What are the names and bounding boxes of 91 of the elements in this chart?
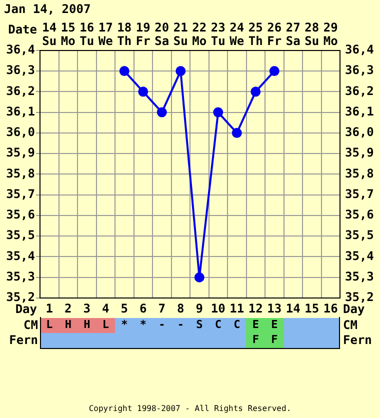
x-tick-label: 15 Mo	[60, 20, 76, 48]
x-tick-label: 26 Fr	[267, 20, 282, 48]
text: Copyright 1998-2007 - All Rights Reserved.	[88, 404, 292, 413]
x-tick-label: 16 Tu	[80, 20, 94, 48]
x2-tick-label: 3	[83, 301, 90, 316]
x2-tick-label: 8	[177, 301, 184, 316]
category-label: CM	[343, 318, 358, 332]
y-tick-label: 36,1	[6, 104, 35, 118]
y-tick-label: 36,4	[6, 42, 35, 57]
text: C	[234, 318, 240, 331]
x-axis-title: Date	[8, 22, 37, 37]
x2-tick-label: 5	[120, 301, 128, 316]
x2-axis-title: Day	[343, 302, 365, 316]
point	[250, 86, 261, 97]
x-tick-label: 23 Tu	[210, 20, 226, 48]
y2-tick-label: 36,1	[345, 104, 374, 118]
y-tick-label: 35,2	[6, 290, 35, 304]
y-tick-label: 35,8	[6, 166, 35, 180]
point	[156, 107, 167, 118]
y2-tick-label: 36,3	[345, 63, 374, 78]
y2-tick-label: 36,2	[345, 84, 374, 98]
y2-tick-label: 35,3	[345, 269, 374, 284]
text: F	[252, 333, 259, 346]
text: C	[214, 318, 222, 331]
x2-tick-label: 13	[267, 301, 282, 316]
x2-tick-label: 16	[323, 301, 338, 316]
x-tick-label: 21 Su	[173, 20, 188, 48]
y-tick-label: 35,9	[6, 146, 35, 160]
text: L	[102, 318, 109, 331]
point	[232, 128, 242, 138]
point	[138, 86, 148, 97]
text: H	[84, 318, 90, 331]
x-tick-label: 28 Su	[304, 20, 320, 48]
category-label: Fern	[343, 333, 372, 347]
x-tick-label: 29 Mo	[323, 20, 338, 48]
y-tick-label: 36,2	[6, 84, 35, 98]
text: -	[158, 318, 166, 331]
text: Day	[15, 302, 37, 316]
y-tick-label: 35,4	[6, 248, 35, 263]
y2-tick-label: 35,6	[345, 208, 374, 222]
x-tick-label: 27 Sa	[286, 20, 300, 48]
y-tick-label: 35,5	[6, 228, 35, 242]
text: F	[271, 333, 278, 346]
text: L	[46, 318, 53, 331]
x2-tick-label: 11	[230, 301, 244, 316]
x-tick-label: 24 We	[230, 20, 244, 48]
y-tick-label: 35,7	[6, 186, 35, 201]
category-label: CM	[24, 318, 38, 332]
y2-tick-label: 35,7	[345, 186, 374, 201]
text: *	[140, 318, 146, 331]
point	[119, 66, 130, 76]
y2-tick-label: 35,9	[345, 146, 374, 160]
x2-tick-label: 1	[46, 301, 53, 316]
text: *	[121, 318, 128, 331]
x2-tick-label: 14	[286, 301, 300, 316]
x-tick-label: 14 Su	[42, 20, 57, 48]
y2-tick-label: 36,0	[345, 125, 374, 140]
x-tick-label: 17 We	[98, 20, 113, 48]
x-tick-label: 19 Fr	[136, 20, 150, 48]
y-tick-label: 35,3	[6, 269, 35, 284]
x2-tick-label: 6	[140, 301, 147, 316]
point	[194, 272, 204, 282]
y2-tick-label: 35,8	[345, 166, 374, 180]
y2-tick-label: 35,4	[345, 248, 374, 263]
point	[176, 66, 186, 76]
text: H	[64, 318, 72, 331]
x2-tick-label: 10	[210, 301, 226, 316]
text: E	[271, 318, 278, 331]
y-tick-label: 36,0	[6, 125, 35, 140]
text: -	[177, 318, 184, 331]
text: S	[196, 318, 203, 331]
x2-tick-label: 7	[158, 301, 166, 316]
x-tick-label: 25 Th	[248, 20, 263, 48]
category-label: Fern	[9, 333, 38, 347]
y2-tick-label: 36,4	[345, 42, 374, 57]
x2-tick-label: 9	[196, 301, 203, 316]
x2-tick-label: 12	[248, 301, 263, 316]
x-tick-label: 22 Mo	[192, 20, 207, 48]
point	[269, 66, 280, 76]
chart-title: Jan 14, 2007	[4, 2, 91, 16]
text: E	[252, 318, 259, 331]
y2-tick-label: 35,2	[345, 290, 374, 304]
point	[213, 107, 224, 118]
y2-tick-label: 35,5	[345, 228, 374, 242]
y-tick-label: 35,6	[6, 208, 35, 222]
x-tick-label: 20 Sa	[154, 20, 170, 48]
x-tick-label: 18 Th	[117, 20, 132, 48]
y-tick-label: 36,3	[6, 63, 35, 78]
x2-tick-label: 15	[304, 301, 320, 316]
x2-tick-label: 4	[102, 301, 110, 316]
x2-tick-label: 2	[64, 301, 72, 316]
